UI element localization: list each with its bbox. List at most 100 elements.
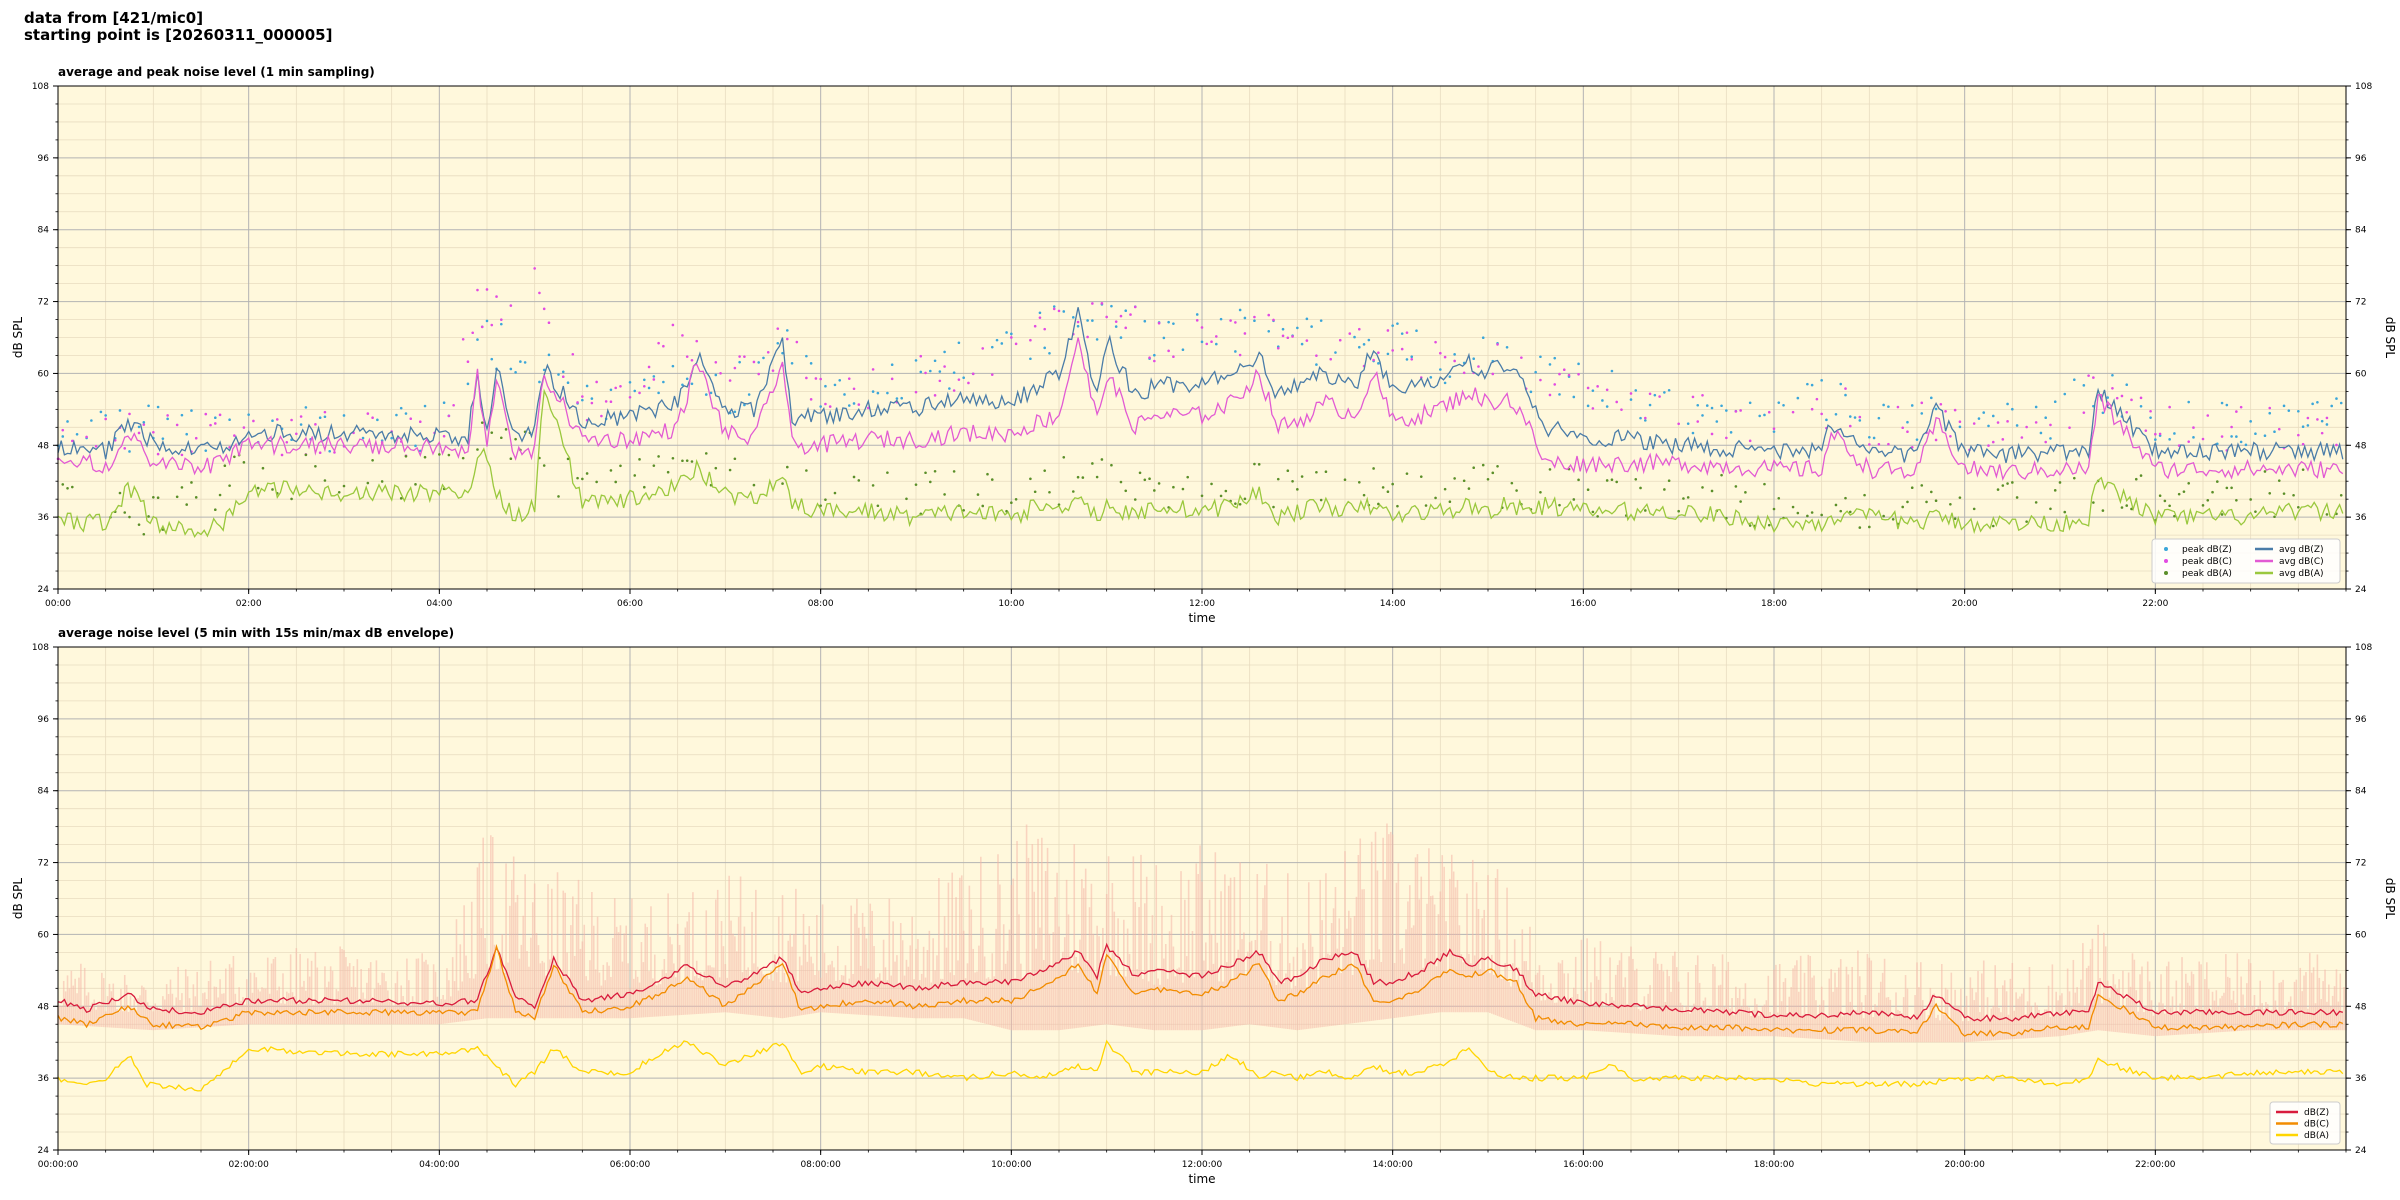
peak-point (1586, 488, 1590, 492)
peak-point (1410, 358, 1414, 361)
peak-point (2201, 437, 2205, 441)
peak-point (290, 418, 293, 422)
peak-point (314, 423, 317, 426)
peak-point (876, 391, 880, 395)
peak-point (1577, 362, 1580, 366)
peak-point (1215, 342, 1218, 346)
peak-point (214, 508, 217, 511)
peak-point (619, 464, 622, 468)
peak-point (2282, 492, 2286, 495)
peak-point (1825, 418, 1828, 422)
peak-point (962, 376, 965, 380)
peak-point (1644, 416, 1647, 420)
peak-point (1033, 490, 1037, 494)
peak-point (228, 484, 231, 487)
peak-point (118, 491, 122, 495)
peak-point (1848, 510, 1852, 514)
peak-point (1920, 401, 1924, 405)
peak-point (371, 458, 374, 462)
peak-point (1710, 406, 1714, 410)
peak-point (342, 414, 346, 417)
peak-point (1558, 503, 1561, 507)
peak-point (228, 418, 231, 422)
peak-point (1157, 321, 1161, 325)
peak-point (1062, 455, 1066, 459)
peak-point (1119, 314, 1123, 318)
peak-point (1386, 329, 1390, 332)
peak-point (1972, 422, 1976, 425)
peak-point (2273, 515, 2276, 519)
peak-point (1844, 393, 1847, 397)
peak-point (1677, 509, 1680, 513)
peak-point (776, 341, 780, 345)
peak-point (318, 451, 322, 454)
peak-point (1229, 319, 1232, 322)
peak-point (2316, 418, 2319, 421)
peak-point (1663, 488, 1666, 491)
peak-point (1091, 319, 1094, 322)
peak-point (1748, 401, 1752, 405)
peak-point (399, 406, 403, 410)
peak-point (833, 383, 837, 387)
peak-point (590, 401, 594, 405)
peak-point (1200, 494, 1204, 498)
y-tick-label-right: 36 (2355, 513, 2367, 523)
peak-point (2073, 476, 2076, 480)
peak-point (743, 403, 746, 407)
peak-point (1520, 356, 1523, 359)
peak-point (1629, 398, 1633, 401)
series-avg-db-a- (57, 388, 2344, 539)
peak-point (1763, 482, 1766, 486)
peak-point (461, 338, 465, 341)
peak-point (1372, 358, 1375, 362)
peak-point (1477, 365, 1480, 368)
peak-point (2139, 474, 2143, 477)
peak-point (1820, 412, 1823, 416)
peak-point (1010, 332, 1013, 336)
x-tick-label: 10:00:00 (991, 1160, 1032, 1170)
x-tick-label: 18:00 (1761, 599, 1787, 609)
peak-point (871, 390, 875, 393)
peak-point (685, 459, 689, 462)
peak-point (2163, 499, 2167, 503)
peak-point (1739, 409, 1742, 412)
peak-point (1253, 315, 1256, 319)
peak-point (1710, 432, 1714, 436)
peak-point (1539, 378, 1542, 382)
peak-point (1124, 489, 1128, 493)
peak-point (137, 523, 141, 526)
y-tick-label-left: 96 (38, 715, 50, 725)
peak-point (943, 350, 946, 354)
peak-point (981, 347, 985, 350)
peak-point (614, 386, 617, 390)
peak-point (1439, 351, 1442, 355)
peak-point (490, 357, 494, 361)
peak-point (690, 460, 694, 463)
peak-point (1224, 489, 1228, 493)
peak-point (1253, 462, 1256, 466)
peak-point (1605, 479, 1609, 482)
peak-point (1510, 481, 1514, 485)
peak-point (523, 361, 527, 364)
peak-point (1329, 357, 1332, 361)
chart-title: average and peak noise level (1 min samp… (58, 65, 375, 79)
peak-point (1057, 309, 1061, 313)
peak-point (1958, 420, 1962, 424)
peak-point (2306, 416, 2310, 420)
peak-point (1100, 458, 1104, 461)
peak-point (2187, 400, 2190, 404)
peak-point (2168, 405, 2171, 409)
peak-point (886, 471, 889, 474)
peak-point (104, 417, 107, 421)
peak-point (2268, 406, 2272, 410)
peak-point (1472, 466, 1475, 470)
peak-point (1381, 486, 1385, 489)
peak-point (1691, 395, 1695, 399)
peak-point (547, 353, 551, 357)
peak-point (538, 380, 541, 384)
peak-point (566, 381, 570, 385)
peak-point (604, 400, 608, 403)
peak-point (1496, 465, 1499, 468)
peak-point (2053, 489, 2057, 492)
peak-point (1396, 322, 1399, 325)
